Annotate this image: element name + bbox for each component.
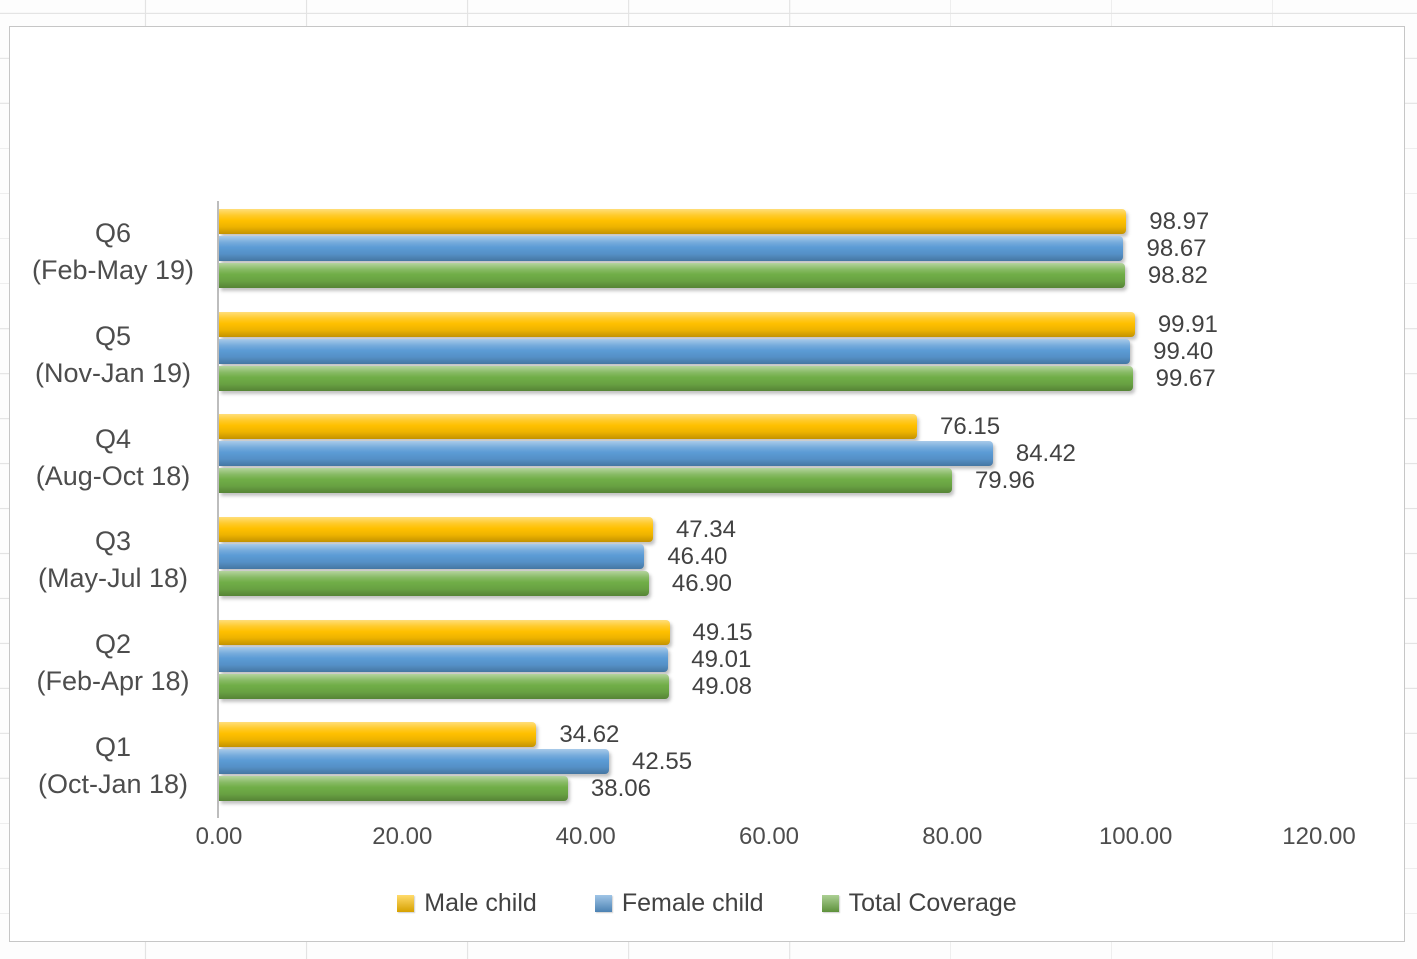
category-axis-labels: Q6 (Feb-May 19) Q5 (Nov-Jan 19) Q4 (Aug-Oct 1… [10,27,216,941]
legend-label-total-coverage: Total Coverage [848,888,1017,917]
x-tick-100-00: 100.00 [1098,823,1173,850]
data-label-male-child-q3: 47.34 [675,516,736,543]
category-label-line: Q6 [94,218,132,249]
bar-female-child-q5[interactable] [219,338,1131,364]
category-label-q4: Q4 (Aug-Oct 18) [10,406,216,509]
bar-male-child-q5[interactable] [219,311,1135,337]
bar-group-q1: 34.62 42.55 38.06 [219,714,1319,817]
x-tick-60-00: 60.00 [738,823,800,850]
bar-female-child-q2[interactable] [219,646,669,672]
bar-total-coverage-q1[interactable] [219,776,568,802]
data-label-female-child-q4: 84.42 [1015,440,1076,468]
bar-female-child-q4[interactable] [219,441,993,467]
bar-female-child-q3[interactable] [219,544,645,569]
value-axis: 0.00 20.00 40.00 60.00 80.00 100.00 120.00 [196,823,1356,857]
category-label-q6: Q6 (Feb-May 19) [10,201,216,304]
data-label-total-coverage-q3: 46.90 [671,570,732,597]
bar-male-child-q2[interactable] [219,619,670,645]
bar-total-coverage-q3[interactable] [219,571,649,596]
x-tick-120-00: 120.00 [1282,823,1356,850]
category-label-line: (Oct-Jan 18) [37,768,189,799]
chart-object[interactable]: Q6 (Feb-May 19) Q5 (Nov-Jan 19) Q4 (Aug-Oct 1… [9,26,1405,942]
data-label-total-coverage-q4: 79.96 [974,467,1036,495]
category-label-line: Q5 [94,320,132,351]
bar-group-q6: 98.97 98.67 98.82 [219,201,1319,304]
bar-male-child-q1[interactable] [219,722,537,748]
bar-female-child-q6[interactable] [219,236,1124,261]
category-label-q2: Q2 (Feb-Apr 18) [10,612,216,715]
data-label-total-coverage-q2: 49.08 [691,672,752,700]
x-tick-80-00: 80.00 [922,823,983,850]
data-label-female-child-q2: 49.01 [691,645,752,673]
category-label-line: (May-Jul 18) [37,563,189,594]
legend-marker-female-child-icon [594,894,612,912]
data-label-male-child-q4: 76.15 [940,413,1001,441]
category-label-q3: Q3 (May-Jul 18) [10,509,216,612]
data-label-male-child-q5: 99.91 [1157,310,1218,338]
bar-male-child-q4[interactable] [219,414,918,440]
bar-group-q4: 76.15 84.42 79.96 [219,406,1319,509]
data-label-male-child-q2: 49.15 [692,618,753,646]
bar-group-q2: 49.15 49.01 49.08 [219,612,1319,715]
category-label-line: (Feb-Apr 18) [36,665,190,696]
plot-area: 98.97 98.67 98.82 99.91 99.40 99.67 76.15 84.42… [219,201,1319,817]
data-label-total-coverage-q5: 99.67 [1155,364,1216,392]
data-label-female-child-q3: 46.40 [667,543,728,570]
category-axis-line [217,201,219,818]
category-label-line: Q2 [94,628,132,659]
data-label-male-child-q6: 98.97 [1149,208,1210,235]
legend-marker-total-coverage-icon [821,894,839,912]
category-label-line: (Feb-May 19) [31,255,195,286]
bar-total-coverage-q5[interactable] [219,365,1133,391]
category-label-line: Q3 [94,526,132,557]
category-label-line: Q1 [94,731,132,762]
data-label-female-child-q6: 98.67 [1146,235,1207,262]
category-label-line: Q4 [94,423,132,454]
category-label-line: (Nov-Jan 19) [34,357,192,388]
category-label-q1: Q1 (Oct-Jan 18) [10,714,216,817]
bar-female-child-q1[interactable] [219,749,610,775]
x-tick-0-00: 0.00 [195,823,243,850]
legend-label-female-child: Female child [621,888,764,917]
data-label-total-coverage-q1: 38.06 [590,775,651,803]
legend-marker-male-child-icon [397,894,415,912]
chart-legend: Male child Female child Total Coverage [10,881,1404,925]
x-tick-40-00: 40.00 [555,823,616,850]
bar-male-child-q3[interactable] [219,517,653,542]
category-label-q5: Q5 (Nov-Jan 19) [10,304,216,407]
legend-label-male-child: Male child [424,888,537,917]
bar-male-child-q6[interactable] [219,209,1127,234]
data-label-female-child-q5: 99.40 [1153,337,1214,365]
data-label-male-child-q1: 34.62 [559,721,620,749]
legend-item-male-child[interactable]: Male child [397,889,537,918]
bar-total-coverage-q6[interactable] [219,263,1125,288]
bar-group-q3: 47.34 46.40 46.90 [219,509,1319,612]
x-tick-20-00: 20.00 [372,823,433,850]
bar-total-coverage-q2[interactable] [219,673,669,699]
legend-item-total-coverage[interactable]: Total Coverage [821,888,1017,918]
legend-item-female-child[interactable]: Female child [594,888,764,918]
category-label-line: (Aug-Oct 18) [35,460,191,491]
bar-total-coverage-q4[interactable] [219,468,952,494]
bar-group-q5: 99.91 99.40 99.67 [219,304,1319,407]
data-label-total-coverage-q6: 98.82 [1147,262,1208,289]
data-label-female-child-q1: 42.55 [632,748,693,776]
